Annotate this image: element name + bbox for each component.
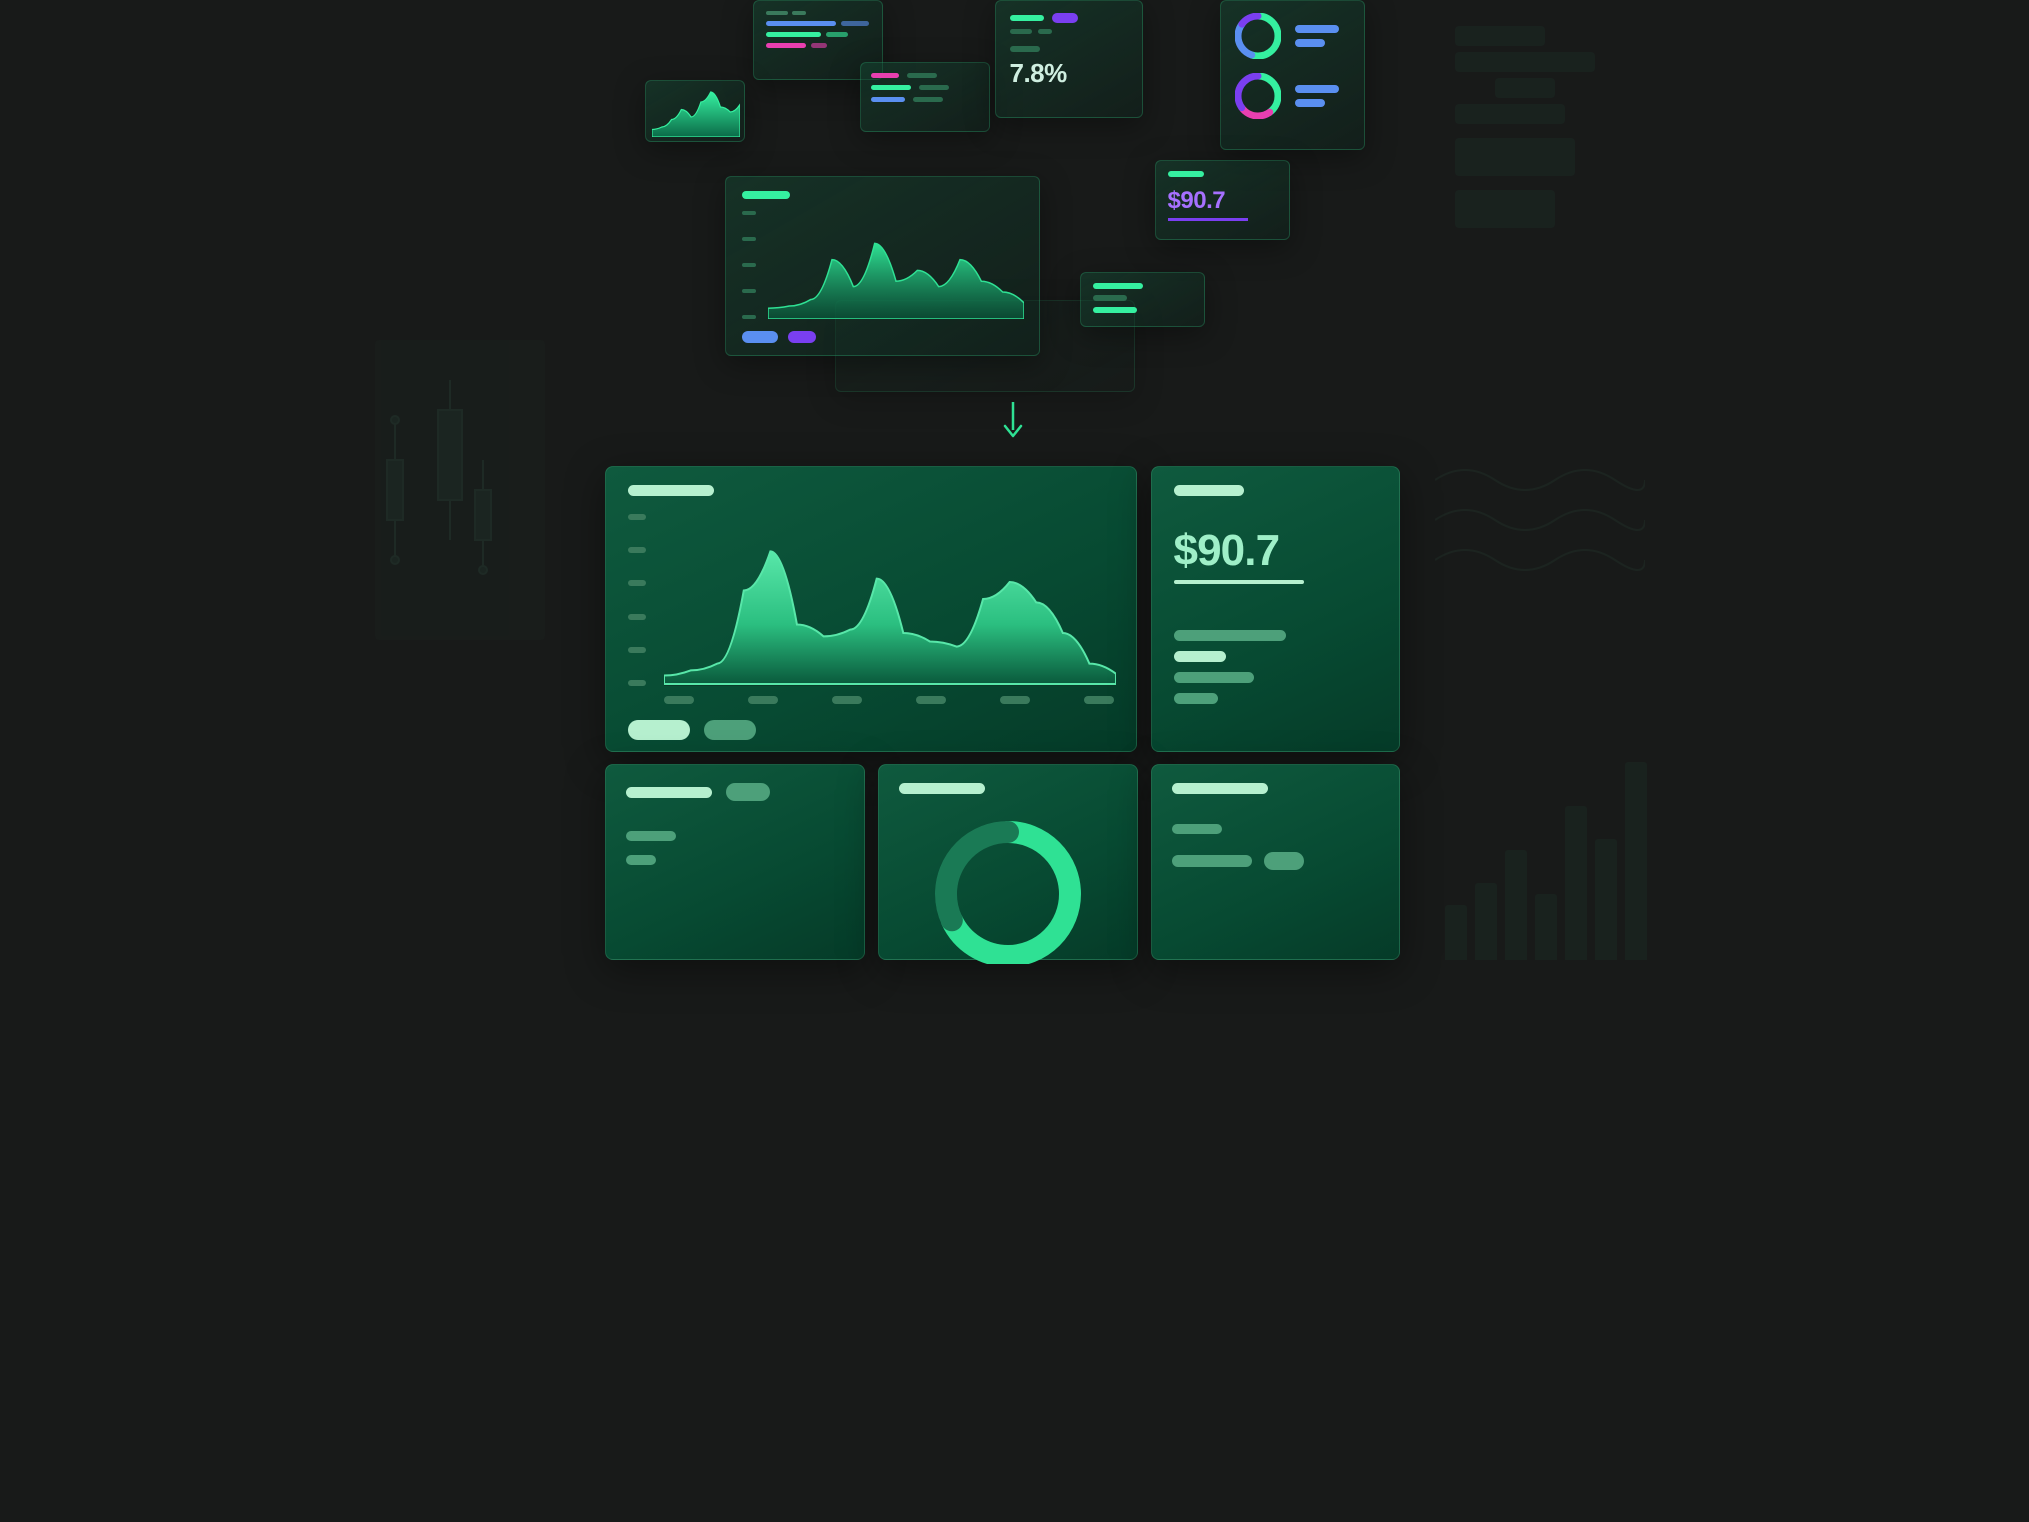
float-percent-card: 7.8% — [995, 0, 1143, 118]
merge-arrow-icon — [999, 400, 1027, 447]
legend-pill-a — [628, 720, 690, 740]
panel-bottom-donut — [878, 764, 1138, 960]
float-code-card — [860, 62, 990, 132]
panel-title-bar — [1174, 485, 1244, 496]
panel-title-bar — [628, 485, 714, 496]
panel-main-area — [605, 466, 1137, 752]
stage: 7.8% $90.7 — [375, 0, 1655, 960]
panel-price: $90.7 — [1151, 466, 1400, 752]
legend-pill-b — [704, 720, 756, 740]
float-list-card — [1080, 272, 1205, 327]
price-value: $90.7 — [1174, 526, 1377, 576]
float-area-medium — [725, 176, 1040, 356]
bg-decor-right-bars — [1445, 720, 1655, 960]
bg-decor-left — [375, 340, 545, 640]
percent-value: 7.8% — [1010, 58, 1128, 89]
float-price-value: $90.7 — [1168, 187, 1277, 215]
bg-decor-right-waves — [1435, 440, 1645, 610]
float-donut-card — [1220, 0, 1365, 150]
panel-bottom-right — [1151, 764, 1400, 960]
panel-bottom-left — [605, 764, 865, 960]
float-price-card: $90.7 — [1155, 160, 1290, 240]
float-mini-area — [645, 80, 745, 142]
bg-decor-right-blocks — [1455, 20, 1595, 234]
